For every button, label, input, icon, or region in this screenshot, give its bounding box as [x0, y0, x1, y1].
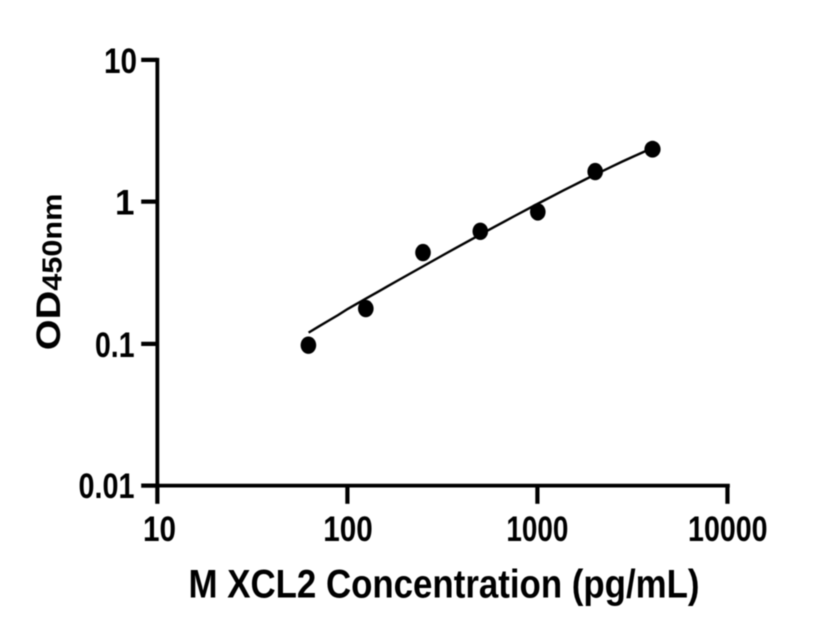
svg-text:10: 10: [143, 510, 176, 549]
svg-text:10: 10: [104, 42, 137, 81]
svg-text:10000: 10000: [688, 510, 768, 549]
svg-text:OD450nm: OD450nm: [30, 194, 68, 351]
svg-text:1000: 1000: [506, 510, 568, 549]
svg-text:0.1: 0.1: [95, 326, 135, 365]
svg-text:100: 100: [323, 510, 373, 549]
svg-text:M XCL2 Concentration (pg/mL): M XCL2 Concentration (pg/mL): [189, 563, 700, 607]
svg-text:1: 1: [115, 184, 134, 223]
svg-text:0.01: 0.01: [79, 467, 135, 506]
